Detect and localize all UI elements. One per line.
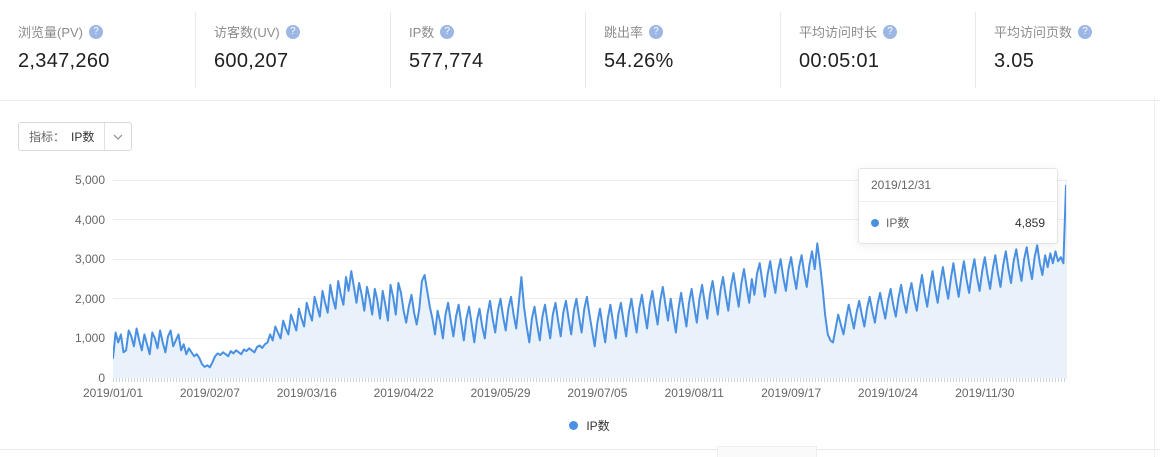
metric-dropdown[interactable]: 指标： IP数 xyxy=(18,122,133,151)
x-tick-label: 2019/09/17 xyxy=(761,386,822,400)
gridline xyxy=(113,219,1066,221)
legend-item-ip[interactable]: IP数 xyxy=(113,417,1066,434)
y-tick-label: 0 xyxy=(98,371,105,385)
help-icon[interactable]: ? xyxy=(285,24,300,39)
y-tick-label: 2,000 xyxy=(74,291,105,306)
x-tick-label: 2019/05/29 xyxy=(470,386,531,400)
stat-value: 577,774 xyxy=(409,50,484,72)
stat-label-text: 跳出率 xyxy=(604,25,644,40)
gridline xyxy=(113,258,1066,260)
stat-label-text: 平均访问时长 xyxy=(799,25,878,40)
series-area-fill xyxy=(113,185,1066,378)
stat-card-ip: IP数 ? 577,774 xyxy=(390,12,585,88)
stat-label: 跳出率 ? xyxy=(604,22,780,41)
x-tick-label: 2019/08/11 xyxy=(664,386,724,400)
tooltip-date: 2019/12/31 xyxy=(859,169,1057,202)
tooltip-value: 4,859 xyxy=(1014,215,1045,230)
stat-label: IP数 ? xyxy=(409,22,585,41)
series-line xyxy=(113,184,1066,369)
stat-value: 00:05:01 xyxy=(799,50,880,72)
legend-label: IP数 xyxy=(586,419,610,433)
gridline xyxy=(113,179,1066,181)
help-icon[interactable]: ? xyxy=(649,24,664,39)
area-chart-plot[interactable] xyxy=(113,170,1066,378)
stat-value: 3.05 xyxy=(994,50,1035,72)
stat-label: 平均访问时长 ? xyxy=(799,22,975,41)
stat-label-text: 平均访问页数 xyxy=(994,25,1073,40)
stat-value: 600,207 xyxy=(214,50,289,72)
stat-card-pv: 浏览量(PV) ? 2,347,260 xyxy=(0,0,195,100)
stat-card-avg-pages: 平均访问页数 ? 3.05 xyxy=(975,12,1160,88)
metric-dropdown-value: IP数 xyxy=(71,130,95,144)
plot-right-border xyxy=(1066,180,1067,379)
x-tick-label: 2019/03/16 xyxy=(276,386,337,400)
stat-label: 访客数(UV) ? xyxy=(214,22,390,41)
stat-label: 浏览量(PV) ? xyxy=(18,22,195,41)
gridline xyxy=(113,298,1066,300)
stat-card-uv: 访客数(UV) ? 600,207 xyxy=(195,12,390,88)
help-icon[interactable]: ? xyxy=(1078,24,1093,39)
tooltip-series-name: IP数 xyxy=(886,216,910,230)
legend-dot-icon xyxy=(569,421,579,430)
stat-value: 54.26% xyxy=(604,50,674,72)
next-section-tab xyxy=(717,446,817,457)
x-axis-tick-strip xyxy=(113,378,1067,382)
chart-tooltip: 2019/12/31 IP数 4,859 xyxy=(858,168,1058,244)
x-tick-label: 2019/11/30 xyxy=(955,386,1015,400)
bottom-divider xyxy=(0,449,1160,450)
help-icon[interactable]: ? xyxy=(883,24,898,39)
stat-label-text: IP数 xyxy=(409,25,435,40)
y-tick-label: 4,000 xyxy=(74,212,105,227)
x-tick-label: 2019/10/24 xyxy=(857,386,918,400)
chevron-down-icon xyxy=(104,123,131,150)
tooltip-series-dot-icon xyxy=(871,218,879,227)
stat-label: 平均访问页数 ? xyxy=(994,22,1160,41)
stat-value: 2,347,260 xyxy=(18,50,110,72)
stats-bar: 浏览量(PV) ? 2,347,260 访客数(UV) ? 600,207 IP… xyxy=(0,0,1160,101)
tooltip-row: IP数 4,859 xyxy=(859,202,1057,243)
y-tick-label: 5,000 xyxy=(74,173,105,187)
y-tick-label: 3,000 xyxy=(74,252,105,267)
x-tick-label: 2019/04/22 xyxy=(373,386,434,400)
panel-right-edge xyxy=(1154,95,1155,457)
help-icon[interactable]: ? xyxy=(89,24,104,39)
metric-dropdown-label: 指标： xyxy=(29,130,66,144)
stat-card-bounce-rate: 跳出率 ? 54.26% xyxy=(585,12,780,88)
stat-label-text: 访客数(UV) xyxy=(214,25,280,40)
help-icon[interactable]: ? xyxy=(440,24,455,39)
stat-label-text: 浏览量(PV) xyxy=(18,25,84,40)
x-tick-label: 2019/07/05 xyxy=(567,386,628,400)
x-tick-label: 2019/02/07 xyxy=(179,386,240,400)
x-tick-label: 2019/01/01 xyxy=(82,386,144,400)
y-tick-label: 1,000 xyxy=(74,331,105,346)
stat-card-avg-duration: 平均访问时长 ? 00:05:01 xyxy=(780,12,975,88)
metric-dropdown-text: 指标： IP数 xyxy=(19,123,104,150)
